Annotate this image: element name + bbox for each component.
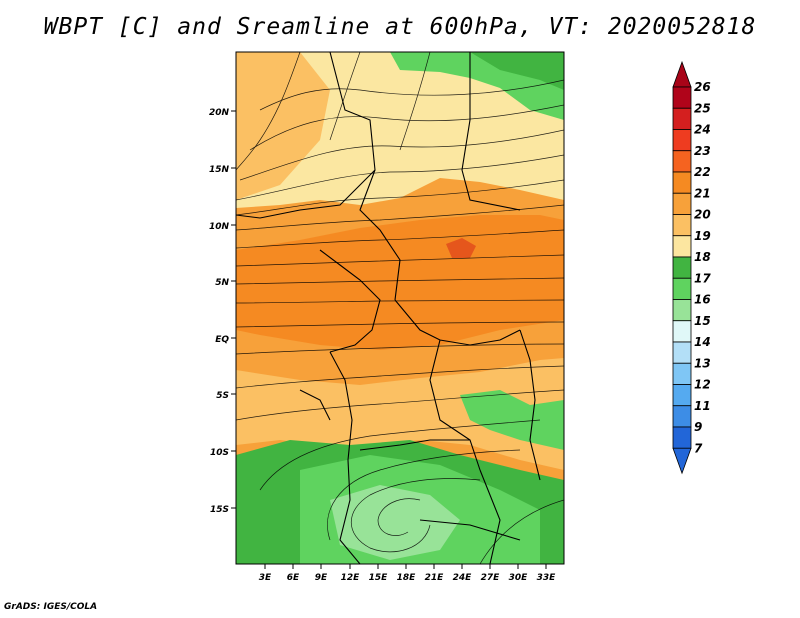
- lat-labels: 20N 15N 10N 5N EQ 5S 10S 15S: [209, 108, 230, 515]
- colorbar-label: 18: [694, 250, 711, 264]
- colorbar-label: 11: [694, 399, 711, 413]
- lon-label: 3E: [259, 573, 272, 583]
- colorbar-swatch: [672, 341, 692, 364]
- lon-label: 18E: [397, 573, 417, 583]
- country-borders: [236, 52, 541, 564]
- colorbar: 26 25 24 23 22 21 20 19 18 17 16 15 14 13 12 11 9 7: [672, 60, 711, 475]
- colorbar-label: 15: [694, 314, 711, 328]
- lon-label: 33E: [537, 573, 557, 583]
- lon-label: 21E: [425, 573, 445, 583]
- colorbar-label: 13: [694, 356, 711, 370]
- map-frame: [235, 51, 565, 565]
- colorbar-swatch: [672, 277, 692, 300]
- colorbar-swatch: [672, 214, 692, 237]
- lon-label: 30E: [509, 573, 529, 583]
- colorbar-label: 19: [694, 229, 711, 243]
- lon-labels: 3E 6E 9E 12E 15E 18E 21E 24E 27E 30E 33E: [259, 573, 556, 583]
- colorbar-swatch: [672, 299, 692, 322]
- colorbar-swatch: [672, 405, 692, 428]
- colorbar-swatch: [672, 86, 692, 109]
- lon-label: 24E: [453, 573, 473, 583]
- lon-label: 6E: [287, 573, 300, 583]
- colorbar-swatch: [672, 192, 692, 215]
- colorbar-label: 25: [694, 101, 711, 115]
- lat-label: 5S: [216, 391, 229, 401]
- field-northeast-green-dark: [470, 52, 564, 90]
- field-east-green: [460, 390, 564, 450]
- lat-label: 10S: [210, 448, 229, 458]
- colorbar-label: 16: [694, 293, 711, 307]
- colorbar-swatch: [672, 426, 692, 449]
- lon-label: 12E: [341, 573, 361, 583]
- lat-label: 10N: [209, 222, 230, 232]
- lat-label: 20N: [209, 108, 230, 118]
- colorbar-top-arrow: [672, 60, 692, 88]
- colorbar-label: 21: [694, 186, 711, 200]
- field-north-light-orange: [236, 52, 330, 200]
- field-red-patch: [446, 238, 476, 258]
- colorbar-label: 22: [694, 165, 711, 179]
- lon-label: 9E: [315, 573, 328, 583]
- colorbar-swatch: [672, 256, 692, 279]
- colorbar-swatch: [672, 235, 692, 258]
- colorbar-swatch: [672, 362, 692, 385]
- lon-label: 15E: [369, 573, 389, 583]
- colorbar-label: 9: [694, 420, 702, 434]
- colorbar-label: 7: [694, 441, 703, 455]
- colorbar-swatch: [672, 384, 692, 407]
- lat-ticks: [231, 110, 236, 509]
- lat-label: 5N: [215, 278, 229, 288]
- colorbar-swatch: [672, 107, 692, 130]
- colorbar-label: 26: [694, 80, 711, 94]
- colorbar-label: 12: [694, 378, 711, 392]
- lat-label: EQ: [215, 335, 229, 345]
- colorbar-label: 20: [694, 208, 711, 222]
- colorbar-label: 24: [694, 123, 711, 137]
- colorbar-label: 14: [694, 335, 711, 349]
- colorbar-bottom-arrow: [672, 447, 692, 475]
- colorbar-swatch: [672, 320, 692, 343]
- colorbar-label: 23: [694, 144, 711, 158]
- streamlines: [236, 52, 564, 564]
- lat-label: 15N: [209, 165, 230, 175]
- field-south-green-light: [330, 485, 460, 560]
- lat-label: 15S: [210, 505, 229, 515]
- colorbar-label: 17: [694, 271, 711, 285]
- field-central-dark-orange: [236, 215, 564, 350]
- footer-credit: GrADS: IGES/COLA: [4, 602, 98, 612]
- colorbar-swatch: [672, 150, 692, 173]
- colorbar-swatch: [672, 171, 692, 194]
- field-south-light-orange: [236, 358, 564, 470]
- map-panel: [236, 52, 564, 564]
- colorbar-swatch: [672, 129, 692, 152]
- lon-label: 27E: [481, 573, 501, 583]
- lon-ticks: [264, 564, 547, 569]
- chart-title: WBPT [C] and Sreamline at 600hPa, VT: 20…: [43, 14, 757, 40]
